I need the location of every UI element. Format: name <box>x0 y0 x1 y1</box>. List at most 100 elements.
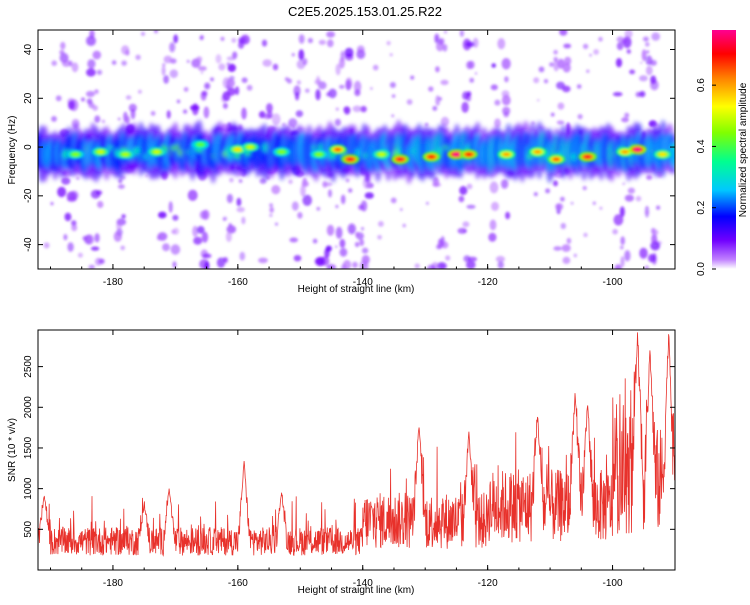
spectrogram-speckle <box>222 218 226 221</box>
spectrogram-noise-blob <box>199 210 208 220</box>
spectrogram-noise-blob <box>258 111 266 119</box>
spectrogram-speckle <box>593 49 599 55</box>
spectrogram-hotspot <box>634 147 641 152</box>
y-tick-label: 2000 <box>23 396 34 419</box>
y-tick-label: -20 <box>23 188 34 203</box>
spectrogram-noise-blob <box>440 116 450 127</box>
spectrogram-speckle <box>652 229 659 236</box>
spectrogram-noise-blob <box>347 223 356 235</box>
spectrogram-noise-blob <box>465 41 475 48</box>
x-tick-label: -120 <box>478 277 498 288</box>
spectrogram-noise-blob <box>639 247 648 259</box>
spectrogram-speckle <box>635 195 642 202</box>
spectrogram-noise-blob <box>236 206 245 213</box>
spectrogram-x-label: Height of straight line (km) <box>298 284 415 295</box>
spectrogram-noise-blob <box>468 60 475 69</box>
spectrogram-speckle <box>598 36 603 42</box>
spectrogram-speckle <box>154 30 158 34</box>
spectrogram-noise-blob <box>57 186 67 198</box>
spectrogram-hotspot <box>334 147 342 152</box>
spectrogram-noise-blob <box>226 193 233 204</box>
spectrogram-speckle <box>589 54 592 57</box>
spectrogram-noise-blob <box>629 69 636 75</box>
spectrogram-noise-blob <box>204 82 211 90</box>
spectrogram-noise-blob <box>621 117 629 123</box>
spectrogram-speckle <box>553 49 558 55</box>
spectrogram-speckle <box>137 89 142 94</box>
spectrogram-noise-blob <box>651 233 658 245</box>
spectrogram-noise-blob <box>562 256 571 264</box>
spectrogram-speckle <box>171 229 176 235</box>
spectrogram-speckle <box>389 82 396 88</box>
spectrogram-noise-blob <box>121 45 130 55</box>
spectrogram-hotspot <box>465 152 473 157</box>
spectrogram-noise-blob <box>204 261 210 269</box>
spectrogram-speckle <box>43 242 50 249</box>
snr-x-ticks: -180 -160 -140 -120 -100 <box>49 330 676 589</box>
snr-frame <box>37 329 676 571</box>
spectrogram-speckle <box>196 56 203 63</box>
spectrogram-speckle <box>372 64 379 71</box>
spectrogram-noise-blob <box>301 181 309 187</box>
spectrogram-noise-blob <box>557 58 565 69</box>
spectrogram-noise-blob <box>615 58 623 68</box>
colorbar-tick-label: 0.4 <box>696 139 707 153</box>
spectrogram-noise-blob <box>64 212 72 222</box>
spectrogram-speckle <box>582 185 587 191</box>
spectrogram-noise-blob <box>335 63 341 76</box>
x-tick-label: -160 <box>228 578 248 589</box>
spectrogram-noise-blob <box>620 236 625 246</box>
spectrogram-speckle <box>400 208 403 211</box>
spectrogram-noise-blob <box>193 236 203 245</box>
spectrogram-speckle <box>577 114 583 120</box>
spectrogram-speckle <box>226 62 231 66</box>
spectrogram-y-label: Frequency (Hz) <box>7 116 18 185</box>
y-tick-label: 20 <box>23 92 34 104</box>
spectrogram-noise-blob <box>297 212 303 219</box>
spectrogram-speckle <box>362 263 367 268</box>
spectrogram-noise-blob <box>343 106 351 114</box>
spectrogram-speckle <box>583 232 588 238</box>
spectrogram-noise-blob <box>497 261 504 269</box>
spectrogram-noise-blob <box>163 55 173 64</box>
spectrogram-speckle <box>281 122 286 127</box>
spectrogram-speckle <box>101 119 106 124</box>
spectrogram-speckle <box>269 203 273 208</box>
spectrogram-noise-blob <box>318 39 326 45</box>
spectrogram-noise-blob <box>163 75 170 84</box>
spectrogram-noise-blob <box>158 211 167 219</box>
spectrogram-speckle <box>86 98 93 105</box>
spectrogram-noise-blob <box>356 45 365 54</box>
spectrogram-noise-blob <box>161 65 166 76</box>
spectrogram-speckle <box>391 94 396 98</box>
spectrogram-speckle <box>162 63 166 67</box>
spectrogram-speckle <box>533 77 540 84</box>
spectrogram-speckle <box>55 95 62 102</box>
spectrogram-noise-blob <box>500 179 509 189</box>
spectrogram-noise-blob <box>173 34 179 44</box>
spectrogram-speckle <box>592 201 596 205</box>
spectrogram-noise-blob <box>488 232 497 242</box>
spectrogram-noise-blob <box>616 42 624 51</box>
spectrogram-noise-blob <box>86 68 96 77</box>
spectrogram-speckle <box>348 188 353 193</box>
spectrogram-speckle <box>378 221 384 227</box>
spectrogram-noise-blob <box>227 63 236 72</box>
spectrogram-noise-blob <box>459 30 464 37</box>
spectrogram-speckle <box>553 56 558 62</box>
spectrogram-noise-blob <box>435 66 440 73</box>
spectrogram-speckle <box>391 114 395 118</box>
spectrogram-speckle <box>77 252 83 258</box>
spectrogram-speckle <box>494 99 501 106</box>
spectrogram-speckle <box>599 206 603 210</box>
spectrogram-noise-blob <box>469 77 475 83</box>
spectrogram-noise-blob <box>459 186 468 195</box>
spectrogram-noise-blob <box>566 237 572 244</box>
spectrogram-speckle <box>51 60 57 66</box>
spectrogram-noise-blob <box>288 118 298 128</box>
spectrogram-speckle <box>438 97 443 101</box>
spectrogram-noise-blob <box>96 69 103 75</box>
spectrogram-speckle <box>316 206 321 211</box>
spectrogram-noise-blob <box>87 59 96 69</box>
spectrogram-noise-blob <box>97 200 104 209</box>
